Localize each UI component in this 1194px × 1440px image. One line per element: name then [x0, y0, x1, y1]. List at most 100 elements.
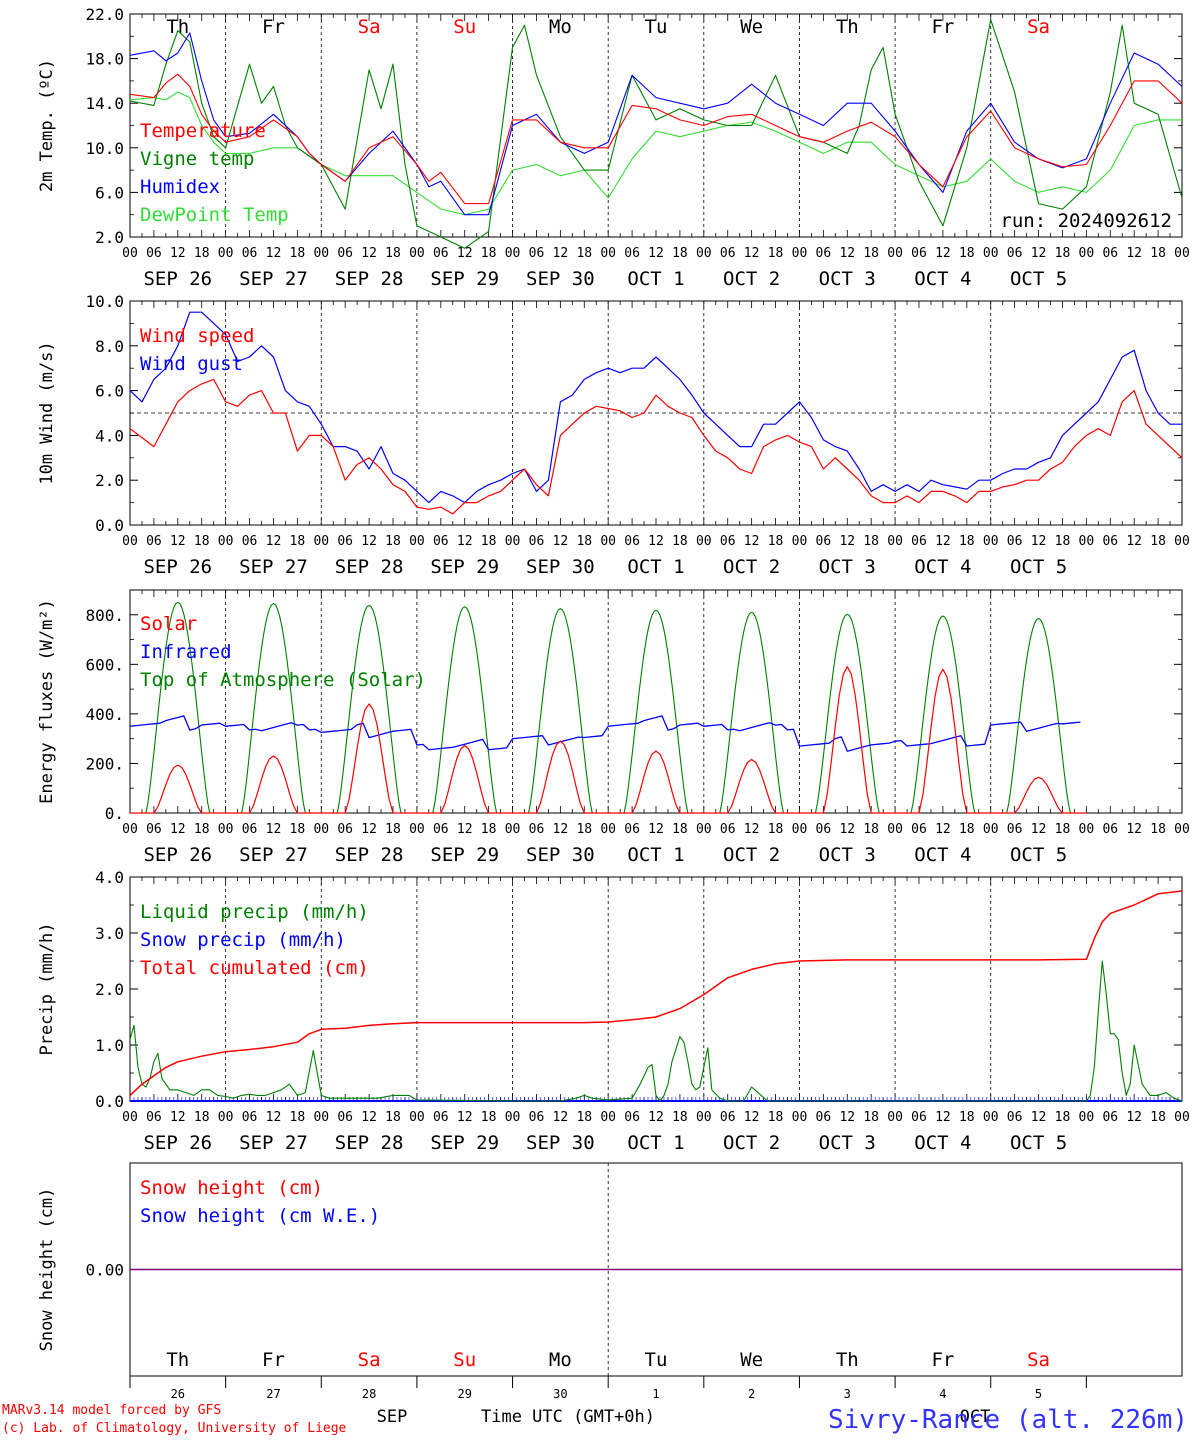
hour-tick-label: 06	[529, 1110, 545, 1125]
date-label: SEP 30	[526, 268, 595, 290]
hour-tick-label: 06	[146, 534, 162, 549]
y-tick-label: 8.0	[95, 337, 124, 356]
hour-tick-label: 18	[481, 534, 497, 549]
hour-tick-label: 12	[744, 534, 760, 549]
y-tick-label: 600.	[85, 655, 124, 674]
series-line	[129, 91, 1182, 216]
panel-3: 0. 200. 400. 600. 800. Energy fluxes (W/m²) 00…	[37, 589, 1190, 866]
hour-tick-label: 00	[1174, 822, 1190, 837]
hour-tick-label: 12	[170, 822, 186, 837]
series-line	[129, 73, 1183, 205]
y-tick-label: 14.0	[85, 94, 124, 113]
y-tick-label: 400.	[85, 705, 124, 724]
weekday-label: Mo	[549, 16, 572, 38]
hour-tick-label: 06	[1102, 822, 1118, 837]
hour-tick-label: 18	[481, 246, 497, 261]
weekday-label: Th	[166, 16, 189, 38]
hour-tick-label: 00	[313, 1110, 329, 1125]
hour-tick-label: 06	[720, 534, 736, 549]
date-label: OCT 5	[1010, 556, 1067, 578]
hour-tick-label: 00	[313, 534, 329, 549]
time-axis-title: Time UTC (GMT+0h)	[481, 1407, 655, 1427]
day-number-label: 5	[1035, 1387, 1042, 1401]
hour-tick-label: 06	[146, 1110, 162, 1125]
weekday-label: Tu	[645, 16, 668, 38]
hour-tick-label: 18	[863, 1110, 879, 1125]
hour-tick-label: 00	[1079, 822, 1095, 837]
toa-solar-line	[512, 608, 609, 814]
hour-tick-label: 12	[935, 1110, 951, 1125]
panel-1: 2.0 6.0 10.0 14.0 18.0 22.0 2m Temp. (ºC) 00 06 1…	[37, 5, 1190, 290]
legend-entry: Snow height (cm)	[140, 1177, 323, 1199]
hour-tick-label: 18	[1150, 534, 1166, 549]
hour-tick-label: 12	[266, 534, 282, 549]
weekday-label: Fr	[931, 16, 954, 38]
hour-tick-label: 18	[672, 822, 688, 837]
toa-solar-line	[416, 606, 513, 814]
hour-tick-label: 00	[696, 822, 712, 837]
date-label: SEP 26	[143, 1132, 212, 1154]
hour-tick-label: 18	[1150, 1110, 1166, 1125]
weekday-label: Fr	[931, 1349, 954, 1371]
toa-solar-line	[703, 611, 800, 814]
hour-tick-label: 06	[624, 534, 640, 549]
hour-tick-label: 00	[887, 822, 903, 837]
date-label: OCT 3	[819, 1132, 876, 1154]
hour-tick-label: 06	[337, 1110, 353, 1125]
hour-tick-label: 00	[983, 246, 999, 261]
hour-tick-label: 00	[505, 534, 521, 549]
hour-tick-label: 00	[600, 534, 616, 549]
hour-tick-label: 18	[385, 534, 401, 549]
hour-tick-label: 18	[1055, 822, 1071, 837]
solar-line	[990, 776, 1087, 814]
hour-tick-label: 12	[648, 822, 664, 837]
hour-tick-label: 12	[1031, 822, 1047, 837]
hour-tick-label: 06	[720, 1110, 736, 1125]
toa-solar-line	[321, 604, 417, 814]
day-number-label: 28	[362, 1387, 376, 1401]
solar-line	[512, 740, 609, 814]
weekday-label: Th	[836, 16, 859, 38]
model-credit-line2: (c) Lab. of Climatology, University of L…	[2, 1421, 347, 1436]
hour-tick-label: 18	[385, 1110, 401, 1125]
hour-tick-label: 18	[672, 534, 688, 549]
toa-solar-line	[895, 615, 991, 814]
hour-tick-label: 06	[242, 534, 258, 549]
date-label: OCT 5	[1010, 844, 1067, 866]
hour-tick-label: 06	[816, 534, 832, 549]
hour-tick-label: 12	[457, 246, 473, 261]
legend-entry: Top of Atmosphere (Solar)	[140, 669, 426, 691]
month-sep-label: SEP	[377, 1407, 408, 1427]
hour-tick-label: 06	[242, 822, 258, 837]
date-label: OCT 2	[723, 1132, 780, 1154]
date-label: OCT 2	[723, 556, 780, 578]
weekday-label: Sa	[358, 16, 381, 38]
y-axis-label: Snow height (cm)	[37, 1188, 57, 1352]
hour-tick-label: 00	[1079, 246, 1095, 261]
date-label: OCT 1	[627, 1132, 684, 1154]
solar-line	[130, 764, 226, 814]
weekday-label: Th	[836, 1349, 859, 1371]
hour-tick-label: 18	[1150, 246, 1166, 261]
hour-tick-label: 00	[792, 822, 808, 837]
hour-tick-label: 12	[361, 246, 377, 261]
hour-tick-label: 12	[266, 246, 282, 261]
y-tick-label: 10.0	[85, 292, 124, 311]
legend-entry: Wind speed	[140, 325, 254, 347]
toa-solar-line	[990, 617, 1087, 814]
solar-line	[895, 668, 991, 814]
date-label: SEP 30	[526, 844, 595, 866]
hour-tick-label: 06	[624, 246, 640, 261]
hour-tick-label: 12	[1031, 246, 1047, 261]
hour-tick-label: 12	[1126, 246, 1142, 261]
day-number-label: 3	[844, 1387, 851, 1401]
date-label: SEP 29	[430, 1132, 499, 1154]
hour-tick-label: 06	[1102, 246, 1118, 261]
y-tick-label: 200.	[85, 754, 124, 773]
date-label: SEP 29	[430, 844, 499, 866]
solar-line	[703, 758, 800, 814]
legend-entry: Liquid precip (mm/h)	[140, 901, 369, 923]
hour-tick-label: 00	[505, 1110, 521, 1125]
y-tick-label: 0.	[105, 804, 124, 823]
date-label: OCT 5	[1010, 268, 1067, 290]
